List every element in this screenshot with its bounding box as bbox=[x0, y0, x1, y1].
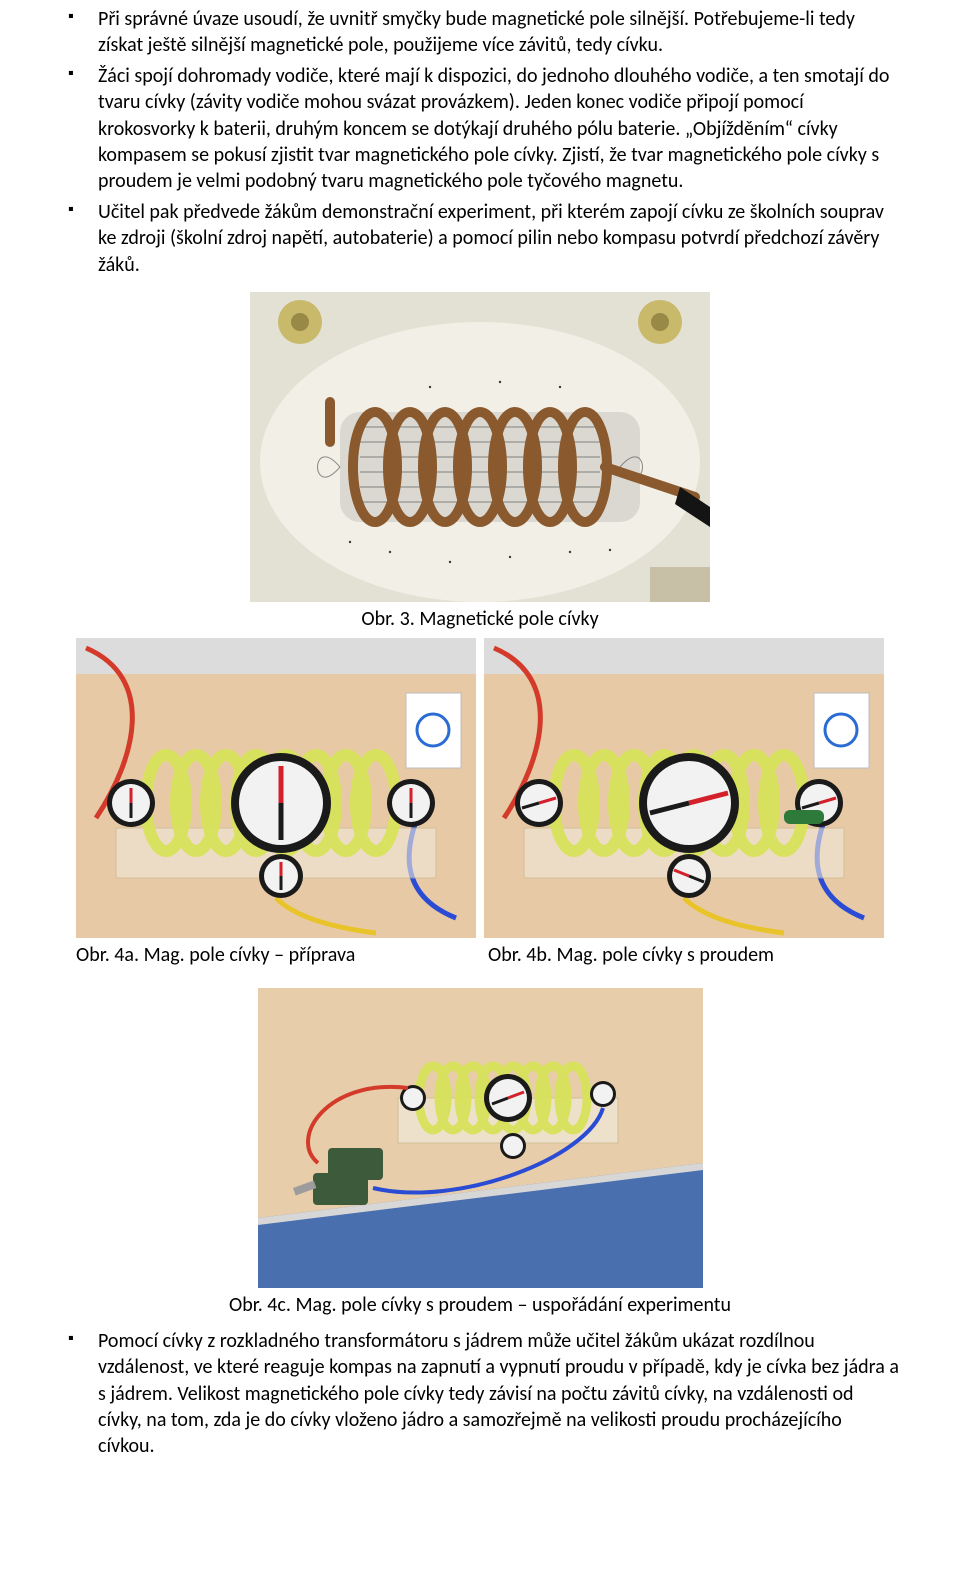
figure-4b-caption: Obr. 4b. Mag. pole cívky s proudem bbox=[484, 942, 888, 968]
figure-4c: Obr. 4c. Mag. pole cívky s proudem – usp… bbox=[60, 988, 900, 1318]
bullet-item: Při správné úvaze usoudí, že uvnitř smyč… bbox=[60, 6, 900, 59]
bullet-list-top: Při správné úvaze usoudí, že uvnitř smyč… bbox=[60, 6, 900, 278]
figure-4c-caption: Obr. 4c. Mag. pole cívky s proudem – usp… bbox=[60, 1292, 900, 1318]
bullet-text: Učitel pak předvede žákům demonstrační e… bbox=[98, 200, 884, 277]
figure-4a-image bbox=[76, 638, 476, 938]
figure-3: Obr. 3. Magnetické pole cívky bbox=[60, 292, 900, 632]
bullet-item: Učitel pak předvede žákům demonstrační e… bbox=[60, 199, 900, 278]
figure-3-caption: Obr. 3. Magnetické pole cívky bbox=[60, 606, 900, 632]
bullet-list-bottom: Pomocí cívky z rozkladného transformátor… bbox=[60, 1328, 900, 1460]
figure-4ab-row bbox=[60, 638, 900, 938]
figure-3-image bbox=[250, 292, 710, 602]
bullet-text: Při správné úvaze usoudí, že uvnitř smyč… bbox=[98, 7, 855, 57]
bullet-text: Pomocí cívky z rozkladného transformátor… bbox=[98, 1329, 899, 1459]
figure-4b-image bbox=[484, 638, 884, 938]
bullet-item: Pomocí cívky z rozkladného transformátor… bbox=[60, 1328, 900, 1460]
figure-4ab-captions: Obr. 4a. Mag. pole cívky – příprava Obr.… bbox=[60, 938, 900, 974]
bullet-text: Žáci spojí dohromady vodiče, které mají … bbox=[98, 64, 889, 194]
figure-4a-caption: Obr. 4a. Mag. pole cívky – příprava bbox=[72, 942, 476, 968]
document-page: Při správné úvaze usoudí, že uvnitř smyč… bbox=[0, 0, 960, 1595]
bullet-item: Žáci spojí dohromady vodiče, které mají … bbox=[60, 63, 900, 195]
figure-4c-image bbox=[258, 988, 703, 1288]
